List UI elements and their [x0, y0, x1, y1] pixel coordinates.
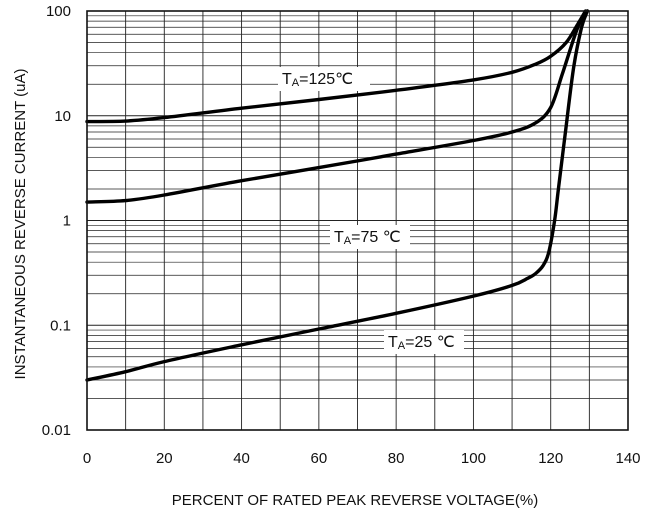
y-tick-label: 10 [54, 108, 71, 125]
y-tick-label: 100 [46, 3, 71, 20]
y-tick-label: 0.1 [50, 317, 71, 334]
x-axis-title: PERCENT OF RATED PEAK REVERSE VOLTAGE(%) [172, 492, 538, 509]
x-tick-label: 0 [83, 450, 91, 467]
x-tick-label: 80 [388, 450, 405, 467]
x-tick-label: 140 [615, 450, 640, 467]
series-line-2 [85, 9, 590, 382]
series-label-1: TA=75 ℃ [334, 229, 401, 247]
y-tick-label: 1 [63, 213, 71, 230]
plot-frame [86, 10, 629, 431]
series-line-0 [85, 9, 588, 124]
series-label-bg [384, 330, 464, 354]
x-tick-label: 100 [461, 450, 486, 467]
plot-border [86, 10, 629, 431]
series-label-2: TA=25 ℃ [388, 334, 455, 352]
x-tick-label: 20 [156, 450, 173, 467]
tick-labels: 0 20 40 60 80 100 120 140 0.01 0.1 1 10 100 [42, 3, 641, 467]
x-tick-label: 120 [538, 450, 563, 467]
y-tick-label: 0.01 [42, 422, 71, 439]
series-labels: TA=125℃ TA=75 ℃ TA=25 ℃ [278, 67, 464, 354]
curve-group [85, 9, 590, 382]
series-label-bg [278, 67, 370, 91]
x-tick-label: 60 [311, 450, 328, 467]
series-label-0: TA=125℃ [282, 71, 353, 89]
series-label-bg [330, 225, 410, 249]
series-line-1 [85, 9, 590, 204]
x-tick-label: 40 [233, 450, 250, 467]
y-axis-title: INSTANTANEOUS REVERSE CURRENT (uA) [12, 69, 29, 380]
